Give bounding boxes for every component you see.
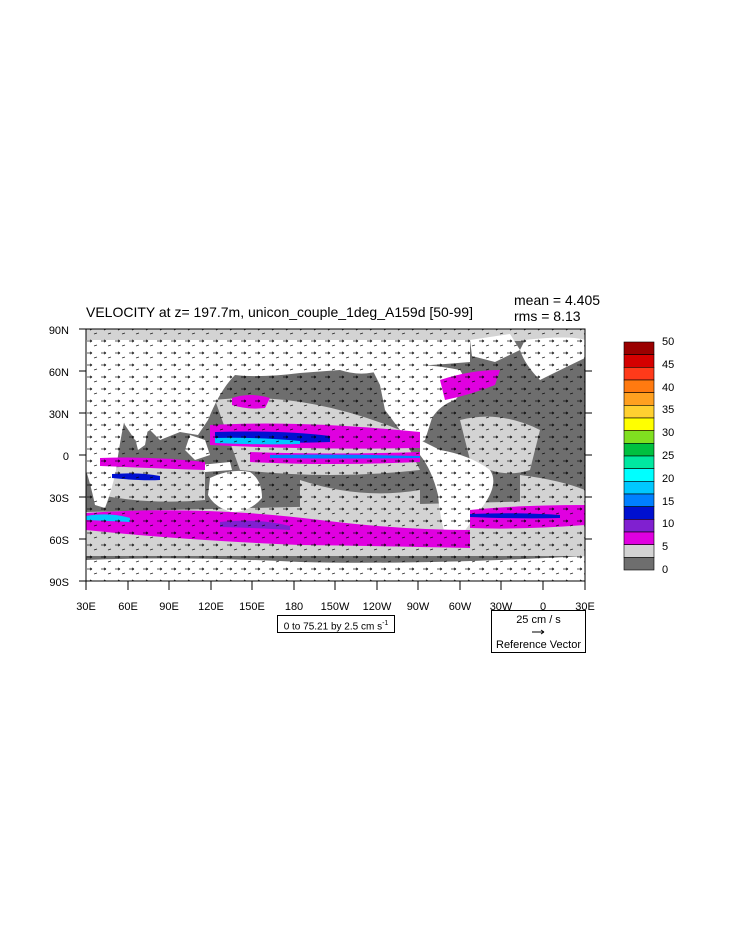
- lat-label: 90S: [49, 577, 69, 589]
- colorbar-label: 25: [662, 450, 675, 462]
- colorbar-swatch: [623, 443, 655, 457]
- lat-label: 60S: [49, 535, 69, 547]
- lon-label: 30E: [76, 601, 96, 613]
- lon-label: 60W: [448, 601, 472, 613]
- colorbar-swatch: [623, 557, 655, 571]
- lat-label: 60N: [48, 367, 69, 379]
- contour-info-exponent: -1: [382, 620, 389, 627]
- lat-label: 30N: [48, 409, 69, 421]
- lon-label: 180: [284, 601, 304, 613]
- colorbar-label: 50: [662, 336, 675, 348]
- colorbar-swatch: [623, 468, 655, 482]
- rms-stat: rms = 8.13: [514, 308, 581, 324]
- colorbar-swatch: [623, 379, 655, 393]
- lat-label: 90N: [48, 325, 69, 337]
- plot-title: VELOCITY at z= 197.7m, unicon_couple_1de…: [86, 304, 473, 320]
- colorbar-swatch: [623, 493, 655, 507]
- colorbar-swatch: [623, 544, 655, 558]
- colorbar-label: 30: [662, 427, 675, 440]
- colorbar-swatch: [623, 519, 655, 533]
- colorbar-label: 45: [662, 358, 675, 371]
- contour-info-box: 0 to 75.21 by 2.5 cm s-1: [277, 615, 395, 633]
- colorbar-swatch: [623, 455, 655, 469]
- lon-label: 150W: [320, 601, 350, 613]
- lat-label: 30S: [49, 493, 69, 505]
- lon-label: 120W: [362, 601, 392, 613]
- lon-label: 90E: [159, 601, 179, 613]
- reference-vector-arrow: [532, 629, 545, 635]
- colorbar-swatch: [623, 354, 655, 368]
- colorbar-label: 40: [662, 381, 675, 394]
- colorbar-swatch: [623, 417, 655, 431]
- colorbar-swatch: [623, 481, 655, 495]
- colorbar-swatch: [623, 405, 655, 419]
- contour-info-text: 0 to 75.21 by 2.5 cm s: [283, 621, 383, 633]
- colorbar-swatch: [623, 506, 655, 520]
- velocity-vector-arrows: [86, 329, 585, 581]
- axis-ticks: [79, 328, 592, 590]
- lon-label: 150E: [239, 601, 265, 613]
- lon-label: 90W: [406, 601, 430, 613]
- colorbar-label: 35: [662, 404, 675, 417]
- reference-vector-box: 25 cm / s Reference Vector: [491, 610, 586, 653]
- lon-label: 120E: [198, 601, 224, 613]
- colorbar: [623, 341, 655, 571]
- colorbar-swatch: [623, 531, 655, 545]
- colorbar-label: 0: [662, 564, 669, 576]
- colorbar-label: 10: [662, 518, 675, 531]
- lon-label: 60E: [118, 601, 138, 613]
- colorbar-swatch: [623, 341, 655, 355]
- colorbar-swatch: [623, 367, 655, 381]
- reference-vector-magnitude: 25 cm / s: [516, 614, 561, 626]
- reference-vector-label: Reference Vector: [496, 639, 581, 651]
- lon-label: 0: [539, 601, 547, 613]
- colorbar-label: 20: [662, 472, 675, 485]
- colorbar-swatch: [623, 430, 655, 444]
- colorbar-swatch: [623, 392, 655, 406]
- colorbar-label: 15: [662, 495, 675, 508]
- colorbar-label: 5: [662, 541, 669, 554]
- mean-stat: mean = 4.405: [514, 292, 601, 308]
- map-plot-area: [86, 329, 585, 581]
- lat-label: 0: [62, 451, 69, 463]
